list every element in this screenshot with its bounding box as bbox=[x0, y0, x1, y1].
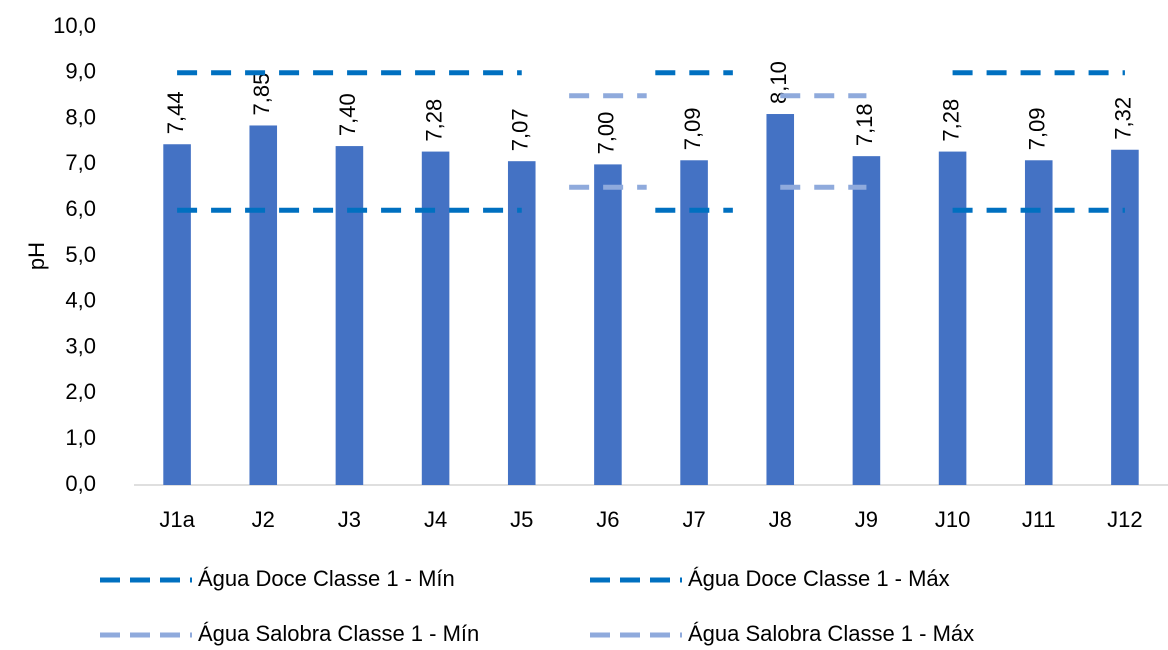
bar bbox=[335, 146, 364, 485]
bar bbox=[938, 151, 967, 486]
value-label: 7,28 bbox=[421, 99, 446, 142]
y-tick-label: 1,0 bbox=[65, 425, 96, 450]
bar bbox=[766, 114, 795, 486]
x-tick-label: J11 bbox=[1022, 507, 1056, 532]
legend-label: Água Doce Classe 1 - Máx bbox=[688, 566, 950, 591]
x-tick-label: J8 bbox=[769, 507, 792, 532]
x-tick-label: J2 bbox=[252, 507, 275, 532]
x-tick-label: J1a bbox=[159, 507, 195, 532]
x-tick-label: J3 bbox=[338, 507, 361, 532]
bar bbox=[163, 144, 191, 486]
y-tick-label: 8,0 bbox=[65, 104, 96, 129]
value-label: 7,44 bbox=[163, 91, 188, 134]
value-label: 7,40 bbox=[335, 93, 360, 136]
y-tick-label: 7,0 bbox=[65, 150, 96, 175]
y-tick-label: 3,0 bbox=[65, 333, 96, 358]
x-tick-label: J5 bbox=[510, 507, 533, 532]
x-tick-label: J7 bbox=[682, 507, 705, 532]
value-label: 7,07 bbox=[508, 108, 533, 151]
legend-label: Água Salobra Classe 1 - Mín bbox=[198, 621, 479, 646]
value-label: 7,09 bbox=[680, 107, 705, 150]
value-label: 7,85 bbox=[249, 73, 274, 116]
bar bbox=[421, 151, 450, 486]
y-tick-label: 5,0 bbox=[65, 242, 96, 267]
bar bbox=[1111, 149, 1139, 485]
legend-label: Água Doce Classe 1 - Mín bbox=[198, 566, 455, 591]
bar bbox=[507, 161, 536, 485]
y-tick-label: 4,0 bbox=[65, 288, 96, 313]
y-tick-label: 0,0 bbox=[65, 471, 96, 496]
x-tick-label: J6 bbox=[596, 507, 619, 532]
value-label: 7,00 bbox=[594, 112, 619, 155]
bar bbox=[680, 160, 708, 485]
value-label: 7,09 bbox=[1025, 107, 1050, 150]
x-tick-label: J9 bbox=[855, 507, 878, 532]
value-label: 7,28 bbox=[938, 99, 963, 142]
value-label: 7,32 bbox=[1111, 97, 1136, 140]
bar bbox=[852, 156, 881, 485]
x-tick-label: J12 bbox=[1107, 507, 1142, 532]
y-tick-label: 9,0 bbox=[65, 59, 96, 84]
x-tick-label: J4 bbox=[424, 507, 447, 532]
bar bbox=[249, 125, 278, 485]
x-tick-label: J10 bbox=[935, 507, 970, 532]
y-tick-label: 6,0 bbox=[65, 196, 96, 221]
y-axis-title: pH bbox=[24, 242, 49, 270]
y-tick-label: 10,0 bbox=[53, 13, 96, 38]
y-tick-label: 2,0 bbox=[65, 379, 96, 404]
legend-label: Água Salobra Classe 1 - Máx bbox=[688, 621, 974, 646]
value-label: 7,18 bbox=[852, 103, 877, 146]
bar bbox=[1024, 160, 1053, 485]
bar bbox=[594, 164, 622, 485]
